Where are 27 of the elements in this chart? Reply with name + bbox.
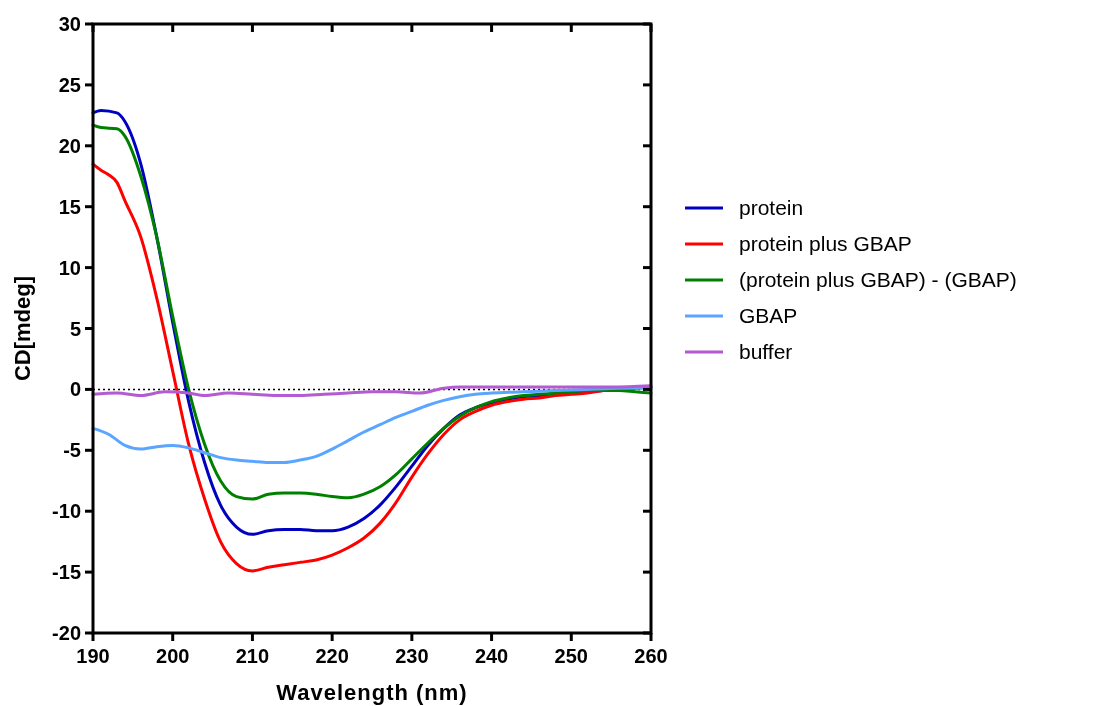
x-tick-label: 230 xyxy=(395,645,429,667)
y-tick-label: -5 xyxy=(63,439,81,462)
y-tick-label: 5 xyxy=(69,317,81,340)
y-axis-title: CD[mdeg] xyxy=(10,275,35,382)
legend-label: buffer xyxy=(739,340,793,363)
legend-label: (protein plus GBAP) - (GBAP) xyxy=(739,268,1017,291)
x-tick-label: 250 xyxy=(554,645,588,667)
y-tick-label: 30 xyxy=(58,13,81,35)
y-tick-label: 25 xyxy=(58,73,81,96)
x-tick-label: 240 xyxy=(474,645,509,667)
x-tick-label: 210 xyxy=(235,645,270,667)
y-tick-label: 15 xyxy=(58,195,81,218)
x-tick-label: 220 xyxy=(315,645,349,667)
y-tick-label: -15 xyxy=(52,561,81,584)
legend-label: protein xyxy=(739,196,804,219)
line-series xyxy=(91,386,653,464)
y-tick-label: -10 xyxy=(52,500,81,523)
y-tick-label: -20 xyxy=(52,622,81,644)
y-tick-label: 20 xyxy=(58,134,81,157)
x-axis-title: Wavelength (nm) xyxy=(276,680,468,705)
legend-label: GBAP xyxy=(739,304,798,327)
x-tick-label: 200 xyxy=(156,645,190,667)
x-tick-label: 260 xyxy=(634,645,668,667)
y-tick-label: 10 xyxy=(58,256,81,279)
legend-label: protein plus GBAP xyxy=(739,232,912,255)
y-tick-label: 0 xyxy=(69,378,81,401)
x-tick-label: 190 xyxy=(76,645,110,667)
